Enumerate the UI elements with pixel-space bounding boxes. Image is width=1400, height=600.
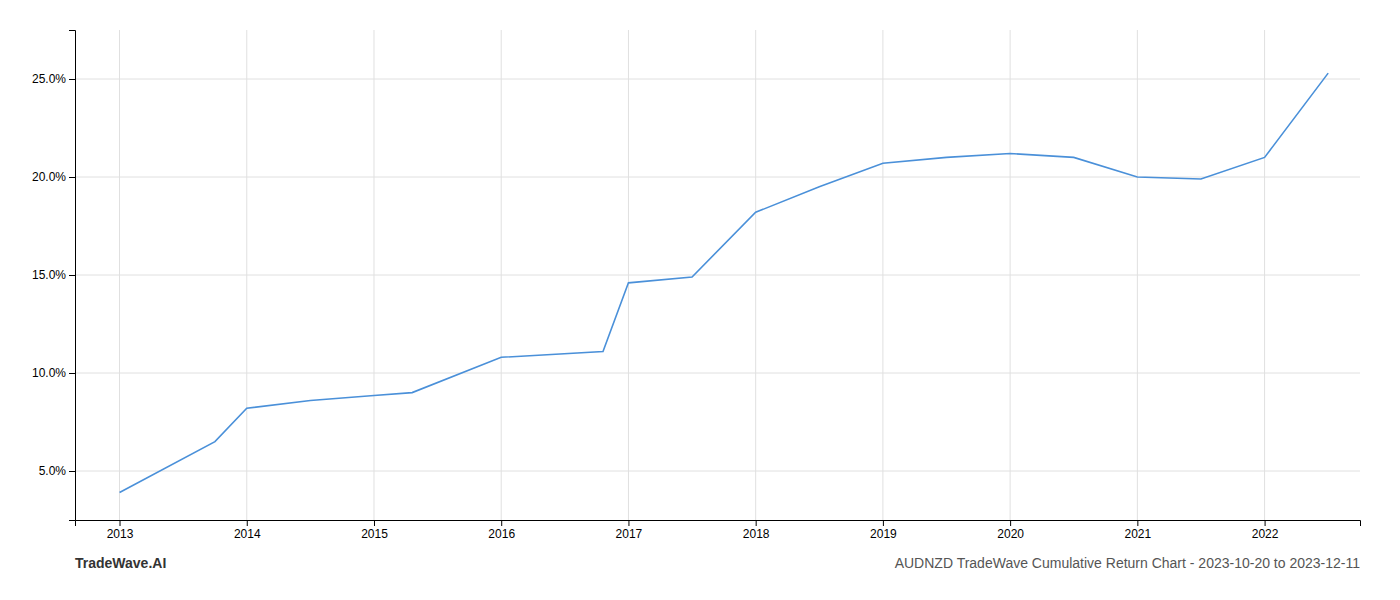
y-tick-label: 5.0% xyxy=(39,464,67,478)
y-axis: 5.0% 10.0% 15.0% 20.0% 25.0% xyxy=(32,31,76,521)
x-tick: 2019 xyxy=(870,520,897,541)
x-tick-label: 2018 xyxy=(743,527,770,541)
x-tick-label: 2022 xyxy=(1252,527,1279,541)
x-tick-mark xyxy=(1010,520,1011,526)
x-tick-mark xyxy=(756,520,757,526)
x-tick: 2016 xyxy=(488,520,515,541)
y-tick-mark xyxy=(69,471,75,472)
x-tick-label: 2019 xyxy=(870,527,897,541)
y-tick-mark xyxy=(69,373,75,374)
x-tick: 2020 xyxy=(997,520,1024,541)
x-tick-label: 2016 xyxy=(488,527,515,541)
x-tick: 2021 xyxy=(1124,520,1151,541)
y-tick-mark xyxy=(69,275,75,276)
x-tick-label: 2021 xyxy=(1124,527,1151,541)
x-tick: 2022 xyxy=(1252,520,1279,541)
x-axis-line xyxy=(76,521,1361,527)
grid xyxy=(75,30,1360,520)
x-tick: 2015 xyxy=(361,520,388,541)
y-tick: 25.0% xyxy=(32,72,75,86)
plot-area: 2013 2014 2015 2016 2017 2018 2019 2020 2021 2022… xyxy=(32,30,1361,571)
x-tick-mark xyxy=(628,520,629,526)
x-tick: 2014 xyxy=(234,520,261,541)
chart: 2013 2014 2015 2016 2017 2018 2019 2020 2021 2022… xyxy=(0,0,1400,600)
x-tick-mark xyxy=(120,520,121,526)
x-tick-mark xyxy=(883,520,884,526)
y-tick: 20.0% xyxy=(32,170,75,184)
y-tick-label: 15.0% xyxy=(32,268,66,282)
watermark: TradeWave.AI xyxy=(75,555,166,571)
grid-line-y xyxy=(75,79,1360,80)
y-tick-mark xyxy=(69,177,75,178)
y-tick-label: 25.0% xyxy=(32,72,66,86)
y-tick: 10.0% xyxy=(32,366,75,380)
x-tick-label: 2014 xyxy=(234,527,261,541)
x-tick-mark xyxy=(501,520,502,526)
x-tick: 2013 xyxy=(107,520,134,541)
y-tick-label: 10.0% xyxy=(32,366,66,380)
x-tick-mark xyxy=(1265,520,1266,526)
x-axis: 2013 2014 2015 2016 2017 2018 2019 2020 2021 2022 xyxy=(76,520,1361,541)
y-tick: 15.0% xyxy=(32,268,75,282)
x-tick-label: 2015 xyxy=(361,527,388,541)
x-tick-mark xyxy=(247,520,248,526)
line xyxy=(120,73,1329,492)
y-tick-label: 20.0% xyxy=(32,170,66,184)
x-tick-label: 2017 xyxy=(616,527,643,541)
y-tick-mark xyxy=(69,79,75,80)
grid-line-y xyxy=(75,275,1360,276)
x-tick-label: 2020 xyxy=(997,527,1024,541)
x-tick-mark xyxy=(1137,520,1138,526)
x-tick: 2018 xyxy=(743,520,770,541)
y-axis-line xyxy=(69,31,76,521)
marks xyxy=(120,73,1329,492)
x-tick: 2017 xyxy=(616,520,643,541)
grid-line-y xyxy=(75,471,1360,472)
title: AUDNZD TradeWave Cumulative Return Chart… xyxy=(895,555,1361,571)
grid-line-y xyxy=(75,373,1360,374)
x-tick-mark xyxy=(374,520,375,526)
x-tick-label: 2013 xyxy=(107,527,134,541)
y-tick: 5.0% xyxy=(39,464,75,478)
